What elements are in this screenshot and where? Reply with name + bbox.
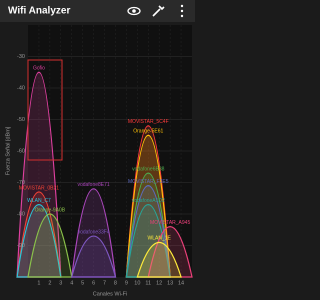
x-tick-label: 9 <box>125 280 128 286</box>
x-tick-label: 14 <box>178 280 184 286</box>
network-label: vodafone33F4 <box>78 229 110 235</box>
menu-icon[interactable] <box>180 4 184 18</box>
networks <box>16 71 193 278</box>
y-tick-label: -90 <box>17 243 25 249</box>
x-tick-label: 11 <box>145 280 151 286</box>
screen: Wifi Analyzer -30-40-50-60-70-80-901 2 3 4 5… <box>0 0 195 297</box>
x-tick-label: 5 <box>81 280 84 286</box>
x-tick-label: 13 <box>167 280 173 286</box>
network-label: Orange-5E61 <box>133 129 163 135</box>
dot <box>180 4 184 8</box>
network-label: WLAN_1E <box>148 236 172 242</box>
network-label: vodafone8E71 <box>77 182 109 188</box>
x-tick-label: 1 <box>37 280 40 286</box>
network-curve <box>71 188 117 278</box>
network-curve <box>125 185 171 278</box>
network-curve <box>16 204 62 278</box>
x-tick-label: 2 <box>48 280 51 286</box>
x-tick-label: 10 <box>134 280 140 286</box>
y-tick-label: -60 <box>17 148 25 154</box>
network-curve <box>136 242 182 278</box>
x-tick-label: 12 <box>156 280 162 286</box>
network-curve <box>125 134 171 278</box>
dot <box>180 9 184 13</box>
eye-pupil <box>132 9 136 13</box>
network-label: Gofio <box>33 66 45 72</box>
network-label: MOVISTAR_0B21 <box>19 185 59 191</box>
app-bar <box>0 0 195 22</box>
x-tick-label: 3 <box>59 280 62 286</box>
network-label: vodafoneA1D2 <box>132 198 165 204</box>
network-label: MOVISTAR_5C4F <box>128 119 169 125</box>
labels: -30-40-50-60-70-80-901 2 3 4 5 6 7 8 9 10 11 12 13 14… <box>17 54 190 287</box>
selection-box <box>27 59 63 161</box>
x-axis-title: Canales Wi-Fi <box>93 291 128 297</box>
network-curve <box>70 235 117 278</box>
network-curve <box>27 213 73 278</box>
network-label: Orange-9A0B <box>35 207 66 213</box>
wrench <box>152 5 165 17</box>
x-tick-label: 6 <box>92 280 95 286</box>
y-tick-label: -40 <box>17 85 25 91</box>
network-curve <box>125 204 171 278</box>
app-title: Wifi Analyzer <box>8 6 70 17</box>
y-tick-label: -50 <box>17 117 25 123</box>
eye-outline <box>127 6 141 16</box>
y-axis-title: Fuerza Señal [dBm] <box>5 126 11 175</box>
network-label: MOVISTAR_F3E5 <box>128 179 169 185</box>
dot <box>180 14 184 18</box>
y-tick-label: -70 <box>17 180 25 186</box>
network-label: MOVISTAR_A945 <box>150 220 190 226</box>
eye-icon[interactable] <box>127 6 141 16</box>
network-label: WLAN_C7 <box>27 198 51 204</box>
x-tick-label: 7 <box>103 280 106 286</box>
settings-icon[interactable] <box>152 5 165 17</box>
y-tick-label: -30 <box>17 54 25 60</box>
x-tick-label: 8 <box>114 280 117 286</box>
x-tick-label: 4 <box>70 280 73 286</box>
y-tick-label: -80 <box>17 211 25 217</box>
network-label: vodafone6B38 <box>132 166 164 172</box>
